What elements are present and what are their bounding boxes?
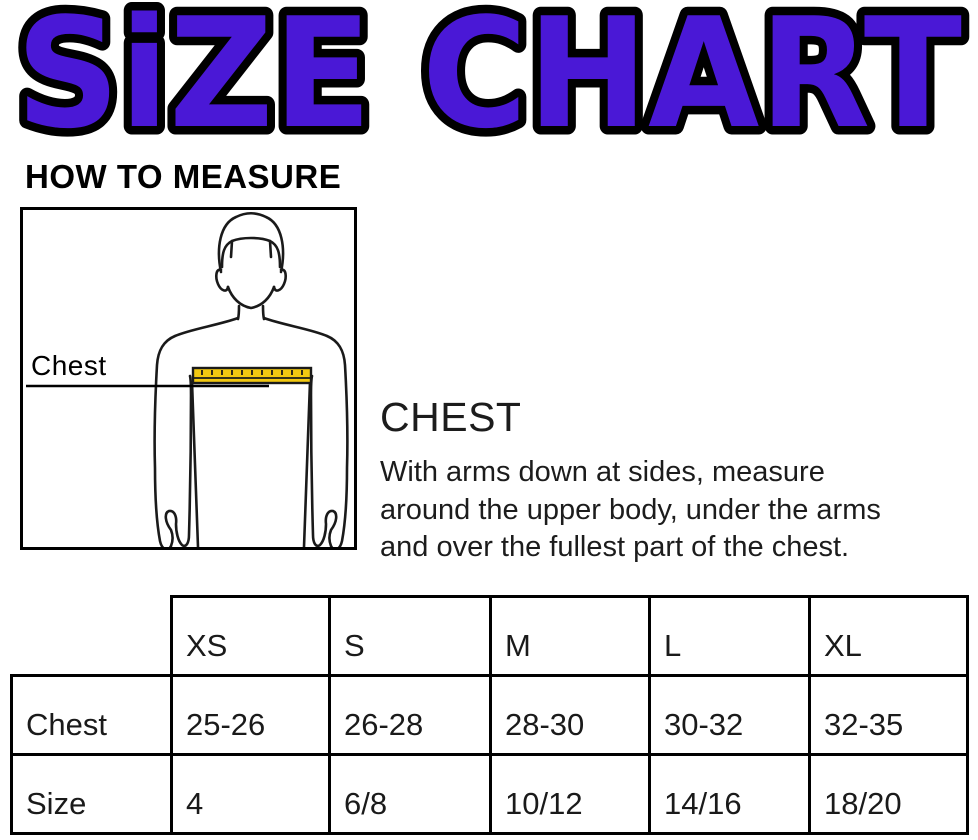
row-label-size: Size (10, 753, 173, 835)
tape-tick-marks (201, 370, 303, 375)
size-value-xs: 4 (170, 753, 331, 835)
size-column-header-s: S (328, 595, 492, 677)
size-column-header-xs: XS (170, 595, 331, 677)
page-title: SiZE CHART (16, 0, 962, 158)
size-column-header-xl: XL (808, 595, 969, 677)
chest-value-l: 30-32 (648, 674, 811, 756)
size-value-s: 6/8 (328, 753, 492, 835)
size-row: Size 4 6/8 10/12 14/16 18/20 (10, 753, 969, 835)
title-banner: SiZE CHART (8, 0, 971, 158)
description-line: With arms down at sides, measure (380, 456, 825, 488)
measurement-info: CHEST With arms down at sides, measure a… (380, 394, 975, 567)
description-line: around the upper body, under the arms (380, 493, 881, 526)
blank-corner-cell (12, 597, 172, 676)
chest-description: With arms down at sides, measure around … (380, 454, 975, 567)
size-column-header-m: M (489, 595, 651, 677)
chest-value-m: 28-30 (489, 674, 651, 756)
chest-section-heading: CHEST (380, 394, 522, 440)
chest-value-s: 26-28 (328, 674, 492, 756)
size-value-m: 10/12 (489, 753, 651, 835)
description-line: and over the fullest part of the chest. (380, 531, 850, 563)
chest-value-xl: 32-35 (808, 674, 969, 756)
row-label-chest: Chest (10, 674, 173, 756)
chest-value-xs: 25-26 (170, 674, 331, 756)
measurement-diagram: Chest (20, 207, 357, 550)
size-column-header-l: L (648, 595, 811, 677)
chest-diagram-label: Chest (31, 350, 107, 381)
how-to-measure-heading: HOW TO MEASURE (25, 158, 342, 195)
torso-figure-icon (26, 211, 349, 547)
size-table: XS S M L XL Chest 25-26 26-28 28-30 30-3… (10, 595, 969, 835)
size-table-header-row: XS S M L XL (12, 595, 969, 677)
chest-row: Chest 25-26 26-28 28-30 30-32 32-35 (10, 674, 969, 756)
size-value-xl: 18/20 (808, 753, 969, 835)
size-value-l: 14/16 (648, 753, 811, 835)
